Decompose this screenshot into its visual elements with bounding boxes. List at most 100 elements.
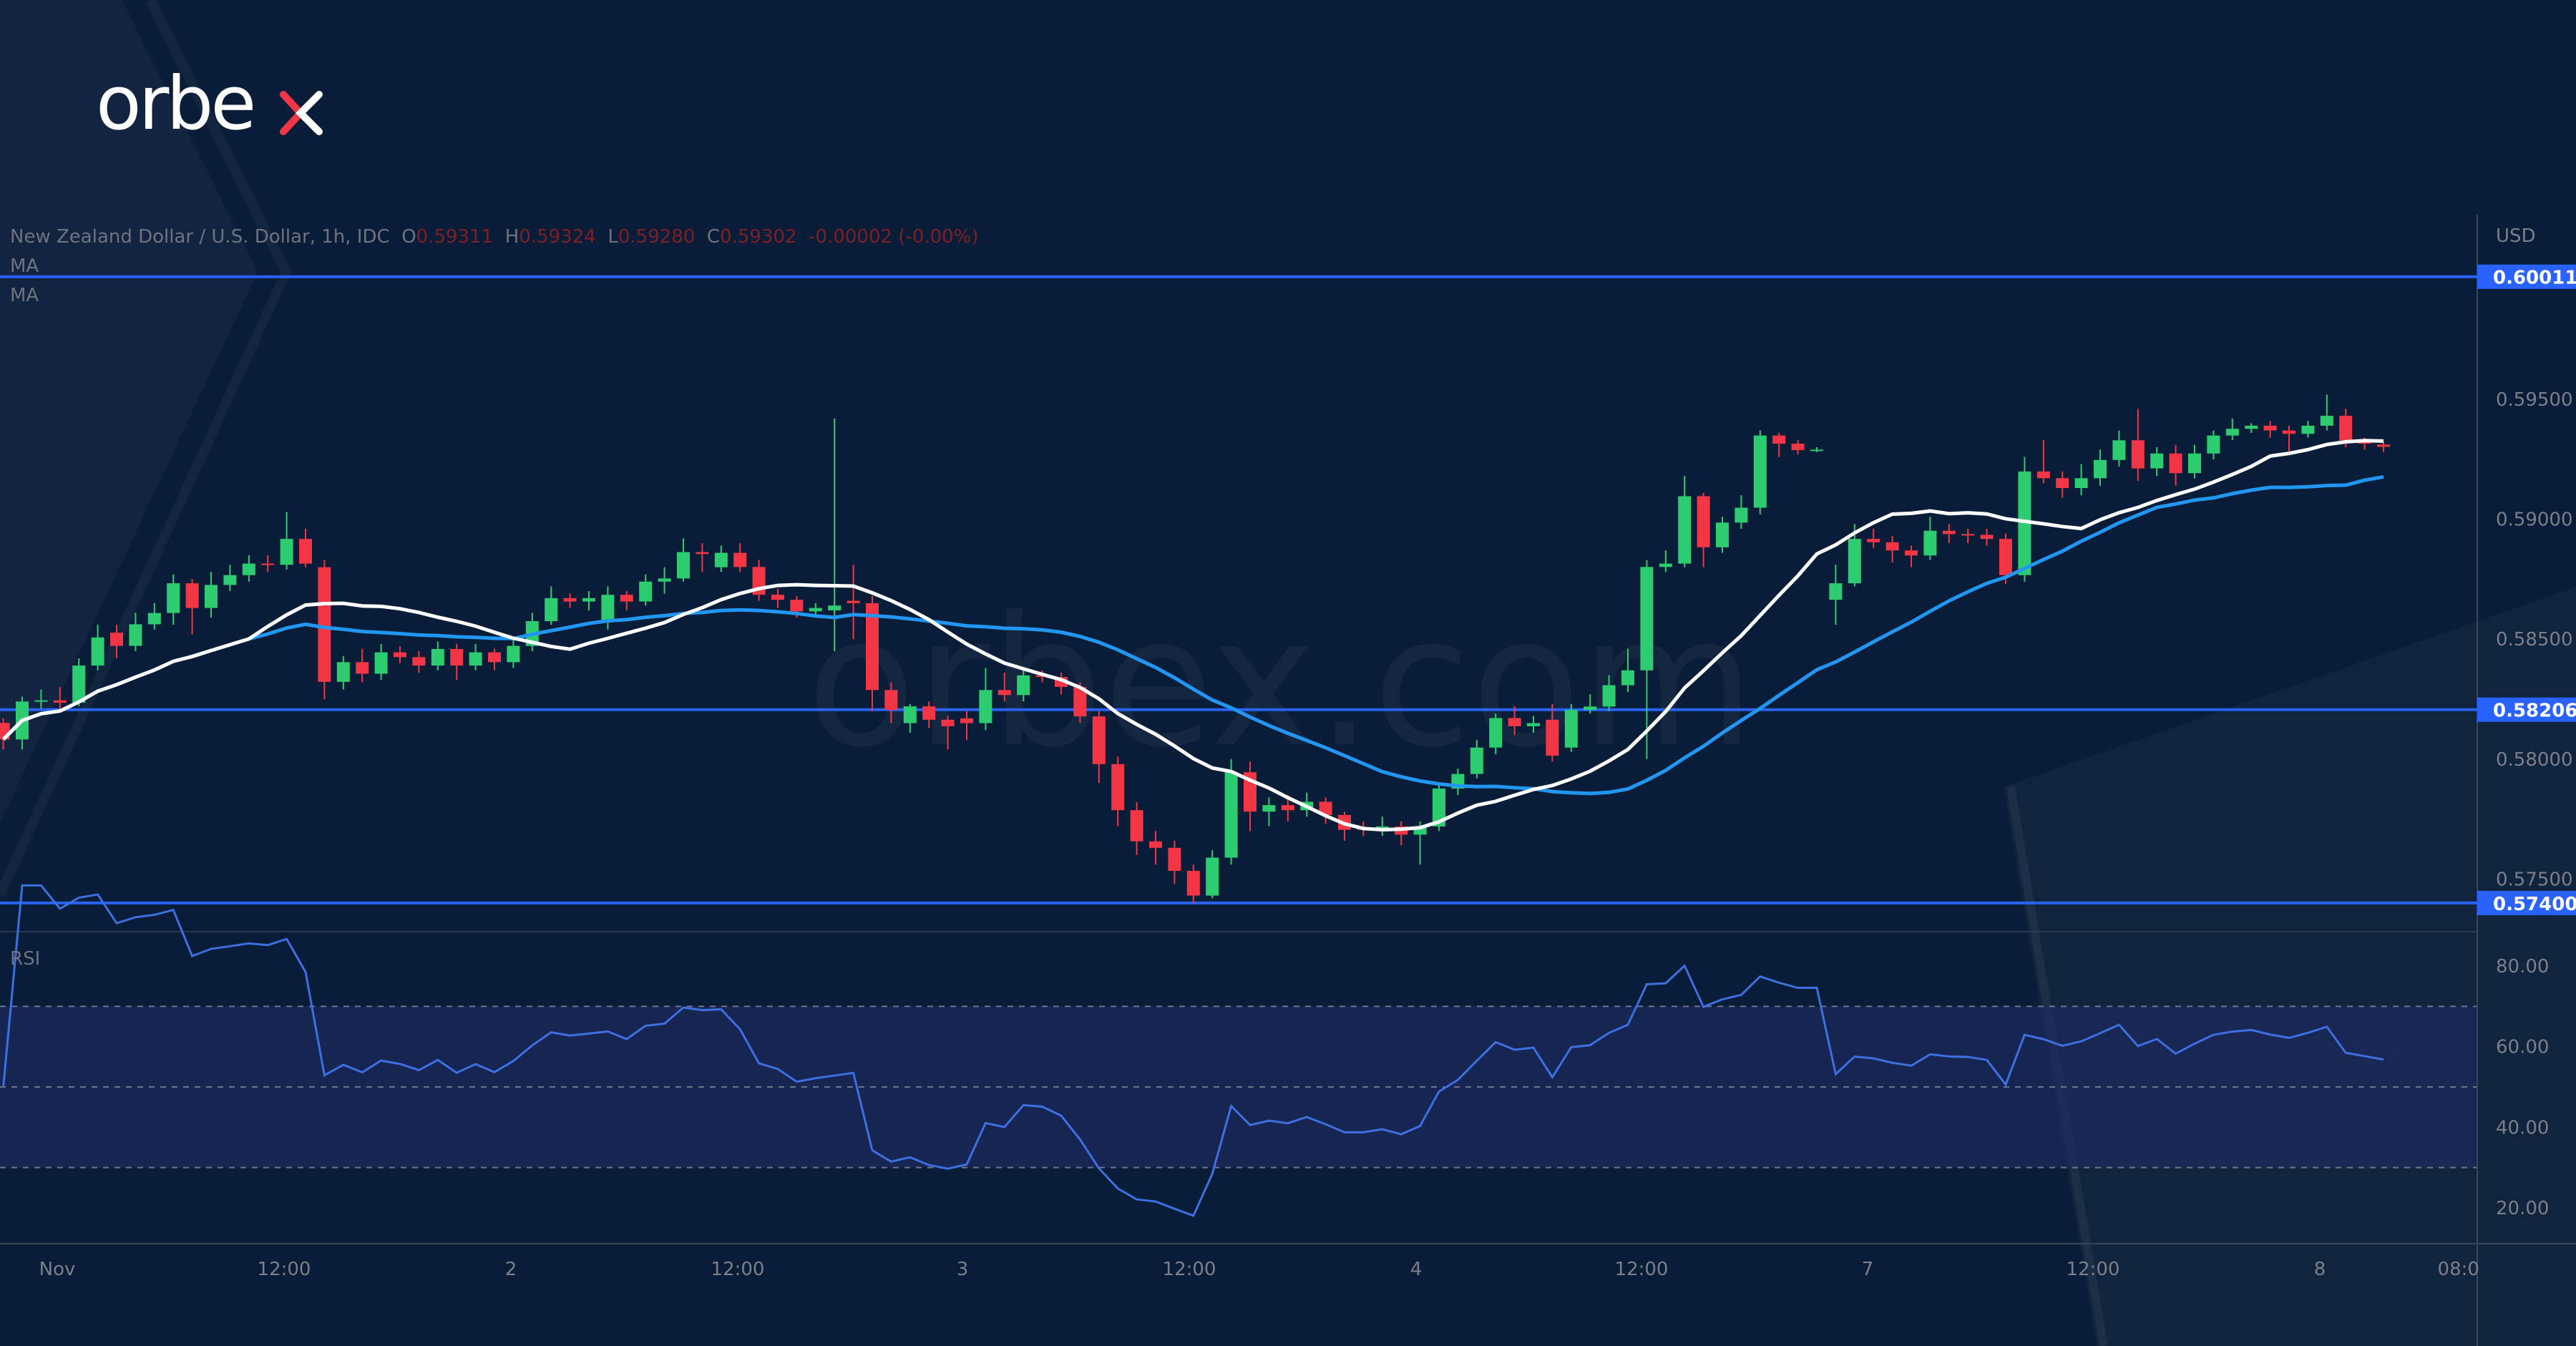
- candle-up: [129, 624, 142, 646]
- candle-down: [2283, 430, 2296, 434]
- candle-down: [1905, 550, 1918, 556]
- candle-up: [2150, 453, 2164, 469]
- candle-down: [1281, 805, 1294, 811]
- candle-down: [2377, 444, 2390, 447]
- candle-down: [318, 567, 331, 682]
- candle-down: [488, 652, 501, 663]
- ohlc-legend: New Zealand Dollar / U.S. Dollar, 1h, ID…: [10, 226, 979, 248]
- candle-up: [1262, 805, 1276, 812]
- time-tick-label: 8: [2314, 1259, 2326, 1280]
- candle-up: [1923, 530, 1937, 556]
- candle-down: [2056, 478, 2069, 489]
- candle-down: [847, 600, 860, 603]
- open-label: O: [401, 226, 416, 248]
- candle-up: [1640, 567, 1654, 670]
- symbol-title: New Zealand Dollar / U.S. Dollar, 1h, ID…: [10, 226, 390, 248]
- candle-up: [1659, 563, 1672, 567]
- candle-down: [1697, 496, 1710, 547]
- candle-down: [2131, 440, 2145, 469]
- candle-up: [431, 648, 444, 666]
- candle-up: [91, 637, 104, 666]
- ma-fast-line: [1, 439, 2384, 832]
- candle-down: [2036, 471, 2050, 479]
- candle-down: [110, 633, 123, 646]
- close-value: 0.59302: [720, 226, 797, 248]
- time-tick-label: 12:00: [711, 1259, 765, 1280]
- rsi-legend[interactable]: RSI: [10, 948, 41, 970]
- candle-down: [412, 657, 426, 666]
- candle-up: [677, 552, 690, 579]
- candle-down: [185, 583, 199, 608]
- candle-down: [733, 552, 747, 567]
- candle-up: [1584, 706, 1597, 711]
- candle-down: [299, 539, 312, 564]
- price-tick-label: 0.58000: [2496, 749, 2573, 771]
- candle-up: [828, 605, 841, 610]
- candle-up: [1489, 718, 1503, 748]
- close-label: C: [706, 226, 721, 248]
- time-tick-label: 7: [1862, 1259, 1874, 1280]
- candle-up: [1017, 675, 1030, 696]
- level-price-badge: [2477, 697, 2576, 722]
- candle-up: [809, 608, 822, 612]
- candle-down: [1035, 675, 1049, 678]
- rsi-tick-label: 40.00: [2496, 1117, 2549, 1138]
- candle-up: [34, 700, 48, 702]
- ma-legend-2[interactable]: MA: [10, 285, 39, 306]
- change-value: -0.00002 (-0.00%): [809, 226, 979, 248]
- ma-legend-1[interactable]: MA: [10, 255, 39, 277]
- candle-up: [1433, 789, 1445, 826]
- candle-up: [2320, 416, 2333, 426]
- candle-up: [1716, 522, 1729, 547]
- candle-up: [242, 563, 255, 575]
- candle-up: [714, 552, 728, 567]
- candle-down: [1980, 535, 1994, 540]
- candle-down: [2263, 425, 2277, 431]
- candle-down: [1319, 801, 1332, 815]
- rsi-line: [2, 884, 2384, 1217]
- level-price-label: 0.58206: [2493, 701, 2576, 722]
- candle-up: [280, 539, 293, 565]
- time-tick-label: 08:00: [2438, 1259, 2492, 1280]
- candle-down: [261, 563, 275, 565]
- candle-up: [1678, 496, 1692, 564]
- candle-down: [1546, 719, 1559, 756]
- high-label: H: [504, 226, 519, 248]
- candle-up: [374, 652, 388, 674]
- candle-up: [658, 578, 671, 582]
- candle-down: [1791, 444, 1805, 451]
- candle-up: [2245, 425, 2258, 429]
- candle-down: [356, 662, 369, 674]
- level-price-label: 0.60011: [2493, 268, 2576, 289]
- candle-up: [1829, 583, 1843, 600]
- candle-down: [450, 648, 464, 666]
- candle-down: [563, 598, 577, 602]
- svg-text:orbe: orbe: [96, 73, 253, 145]
- candle-up: [545, 598, 558, 622]
- candle-down: [771, 595, 784, 600]
- candle-down: [1885, 542, 1899, 551]
- currency-label: USD: [2496, 225, 2536, 247]
- candle-up: [507, 645, 520, 663]
- candle-down: [1111, 764, 1125, 811]
- candle-up: [979, 690, 992, 723]
- candle-up: [469, 652, 482, 666]
- candle-up: [1810, 449, 1823, 452]
- open-value: 0.59311: [416, 226, 494, 248]
- rsi-tick-label: 60.00: [2496, 1037, 2549, 1058]
- candle-up: [903, 706, 917, 723]
- level-price-badge: [2477, 890, 2576, 915]
- candle-up: [2225, 429, 2239, 436]
- candle-down: [1092, 716, 1106, 764]
- orbex-logo: orbe: [96, 59, 332, 147]
- candle-down: [1168, 847, 1181, 872]
- candle-up: [2094, 459, 2107, 479]
- time-tick-label: 12:00: [1615, 1259, 1669, 1280]
- candle-up: [582, 598, 595, 602]
- rsi-band: [0, 1005, 2477, 1169]
- time-tick-label: 12:00: [258, 1259, 311, 1280]
- level-price-label: 0.57400: [2493, 894, 2576, 915]
- candle-up: [72, 665, 86, 703]
- candle-up: [2112, 440, 2126, 460]
